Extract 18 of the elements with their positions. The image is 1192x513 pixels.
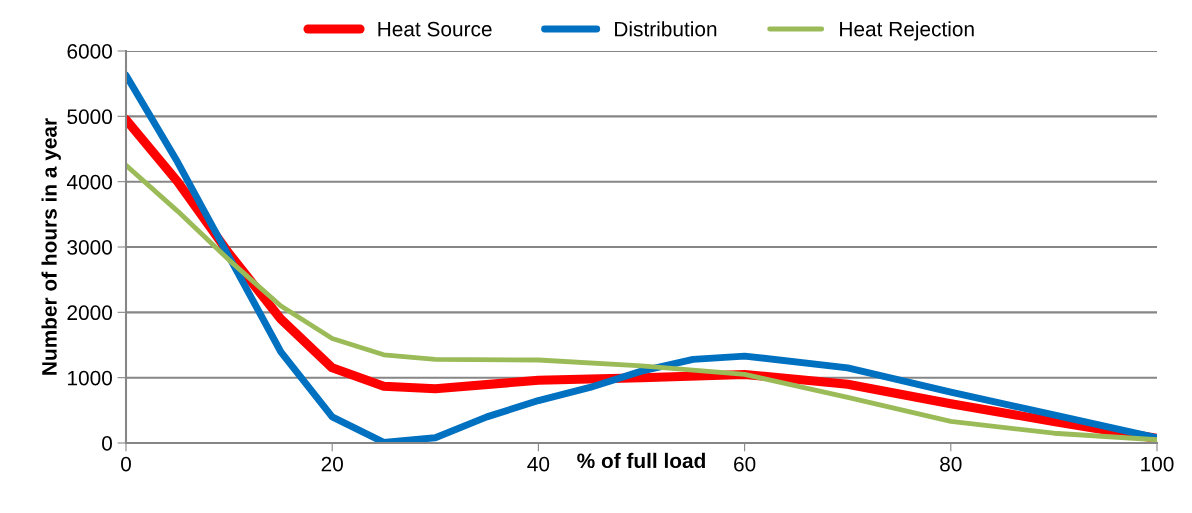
legend-label: Distribution [615,21,717,37]
x-tick-label: 20 [321,456,343,472]
x-tick-label: 40 [527,456,550,472]
x-tick-label: 0 [121,456,131,472]
x-tick-label: 80 [940,456,962,472]
y-tick-label: 4000 [66,174,112,190]
y-tick-label: 2000 [67,305,112,321]
x-axis-title: % of full load [577,452,705,469]
y-tick-label: 0 [102,436,112,451]
y-axis-title: Number of hours in a year [41,118,61,375]
y-tick-label: 6000 [67,44,112,59]
legend-label: Heat Rejection [840,21,974,41]
y-tick-label: 1000 [68,370,112,386]
legend-label: Heat Source [378,21,492,37]
y-tick-label: 5000 [67,109,112,125]
x-tick-label: 60 [734,456,756,472]
y-tick-label: 3000 [67,240,112,255]
x-tick-label: 100 [1141,456,1174,472]
